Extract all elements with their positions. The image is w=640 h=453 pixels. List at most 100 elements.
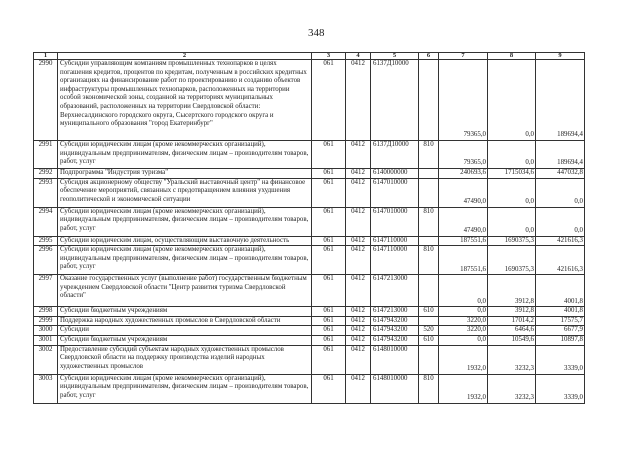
table-row: 2997 Оказание государственных услуг (выпо… xyxy=(33,274,585,308)
description: Субсидии юридическим лицам (кроме некомм… xyxy=(57,140,312,169)
col-7-amount: 0,0 xyxy=(438,334,488,346)
col-7-amount: 187551,6 xyxy=(438,235,488,247)
col-5-code: 6147213000 xyxy=(370,306,419,317)
description: Предоставление субсидий субъектам народн… xyxy=(57,344,312,375)
column-header-1: 1 xyxy=(33,52,58,60)
row-number: 2994 xyxy=(33,206,58,237)
col-8-amount: 1690375,3 xyxy=(487,245,536,276)
col-5-code: 6147110000 xyxy=(370,245,419,276)
col-7-amount: 1932,0 xyxy=(438,373,488,404)
col-7-amount: 187551,6 xyxy=(438,245,488,276)
col-9-amount: 447032,8 xyxy=(535,168,585,179)
table-row: 2990 Субсидии управляющим компаниям промы… xyxy=(33,59,585,141)
col-3-code: 061 xyxy=(311,334,346,346)
col-9-amount: 189694,4 xyxy=(535,59,585,141)
col-5-code: 6148010000 xyxy=(370,373,419,404)
table-row: 2994 Субсидии юридическим лицам (кроме не… xyxy=(33,206,585,237)
table-row: 3001 Субсидии бюджетным учреждениям 061 041… xyxy=(33,334,585,346)
col-3-code: 061 xyxy=(311,235,346,247)
column-header-8: 8 xyxy=(487,52,536,60)
col-7-amount: 79365,0 xyxy=(438,140,488,169)
col-3-code: 061 xyxy=(311,59,346,141)
table-row: 3003 Субсидии юридическим лицам (кроме не… xyxy=(33,373,585,404)
column-header-5: 5 xyxy=(370,52,419,60)
row-number: 3001 xyxy=(33,334,58,346)
description: Субсидии xyxy=(57,325,312,336)
description: Субсидии юридическим лицам (кроме некомм… xyxy=(57,206,312,237)
row-number: 2990 xyxy=(33,59,58,141)
col-4-code: 0412 xyxy=(345,140,371,169)
col-6-code xyxy=(418,315,439,327)
description: Субсидии юридическим лицам (кроме некомм… xyxy=(57,373,312,404)
row-number: 3002 xyxy=(33,344,58,375)
col-6-code xyxy=(418,177,439,208)
col-6-code xyxy=(418,344,439,375)
col-9-amount: 3339,0 xyxy=(535,373,585,404)
col-8-amount: 0,0 xyxy=(487,177,536,208)
col-8-amount: 3912,8 xyxy=(487,274,536,308)
col-5-code: 6147213000 xyxy=(370,274,419,308)
col-9-amount: 189694,4 xyxy=(535,140,585,169)
col-3-code: 061 xyxy=(311,306,346,317)
col-9-amount: 4001,8 xyxy=(535,274,585,308)
col-6-code: 810 xyxy=(418,140,439,169)
col-8-amount: 6464,6 xyxy=(487,325,536,336)
row-number: 2996 xyxy=(33,245,58,276)
col-3-code: 061 xyxy=(311,274,346,308)
col-8-amount: 0,0 xyxy=(487,140,536,169)
col-6-code xyxy=(418,274,439,308)
col-9-amount: 4001,8 xyxy=(535,306,585,317)
col-3-code: 061 xyxy=(311,373,346,404)
table-row: 2999 Поддержка народных художественных пр… xyxy=(33,315,585,327)
table-row: 2998 Субсидии бюджетным учреждениям 061 041… xyxy=(33,306,585,317)
table-row: 3000 Субсидии 061 0412 6147943200 520 3220,0 64… xyxy=(33,325,585,336)
col-4-code: 0412 xyxy=(345,274,371,308)
col-6-code: 610 xyxy=(418,334,439,346)
table-row: 2993 Субсидия акционерному обществу "Урал… xyxy=(33,177,585,208)
col-7-amount: 3220,0 xyxy=(438,325,488,336)
col-4-code: 0412 xyxy=(345,334,371,346)
description: Оказание государственных услуг (выполнен… xyxy=(57,274,312,308)
col-4-code: 0412 xyxy=(345,306,371,317)
col-7-amount: 0,0 xyxy=(438,306,488,317)
col-8-amount: 3912,8 xyxy=(487,306,536,317)
col-3-code: 061 xyxy=(311,140,346,169)
col-3-code: 061 xyxy=(311,168,346,179)
col-8-amount: 3232,3 xyxy=(487,344,536,375)
col-4-code: 0412 xyxy=(345,177,371,208)
row-number: 2998 xyxy=(33,306,58,317)
col-4-code: 0412 xyxy=(345,245,371,276)
description: Субсидии бюджетным учреждениям xyxy=(57,334,312,346)
col-9-amount: 0,0 xyxy=(535,206,585,237)
col-5-code: 6147010000 xyxy=(370,206,419,237)
col-4-code: 0412 xyxy=(345,235,371,247)
description: Субсидии юридическим лицам (кроме некомм… xyxy=(57,245,312,276)
col-8-amount: 3232,3 xyxy=(487,373,536,404)
col-6-code: 810 xyxy=(418,245,439,276)
col-9-amount: 421616,3 xyxy=(535,245,585,276)
col-8-amount: 0,0 xyxy=(487,59,536,141)
row-number: 2997 xyxy=(33,274,58,308)
row-number: 2999 xyxy=(33,315,58,327)
page-number: 348 xyxy=(308,27,325,39)
col-7-amount: 1932,0 xyxy=(438,344,488,375)
col-3-code: 061 xyxy=(311,206,346,237)
column-header-6: 6 xyxy=(418,52,439,60)
col-4-code: 0412 xyxy=(345,344,371,375)
table-row: 3002 Предоставление субсидий субъектам на… xyxy=(33,344,585,375)
col-4-code: 0412 xyxy=(345,59,371,141)
col-5-code: 6147943200 xyxy=(370,315,419,327)
col-4-code: 0412 xyxy=(345,373,371,404)
col-9-amount: 421616,3 xyxy=(535,235,585,247)
description: Поддержка народных художественных промыс… xyxy=(57,315,312,327)
col-7-amount: 79365,0 xyxy=(438,59,488,141)
col-7-amount: 0,0 xyxy=(438,274,488,308)
col-4-code: 0412 xyxy=(345,168,371,179)
row-number: 3003 xyxy=(33,373,58,404)
row-number: 2991 xyxy=(33,140,58,169)
col-4-code: 0412 xyxy=(345,325,371,336)
col-9-amount: 10897,8 xyxy=(535,334,585,346)
col-7-amount: 240693,6 xyxy=(438,168,488,179)
